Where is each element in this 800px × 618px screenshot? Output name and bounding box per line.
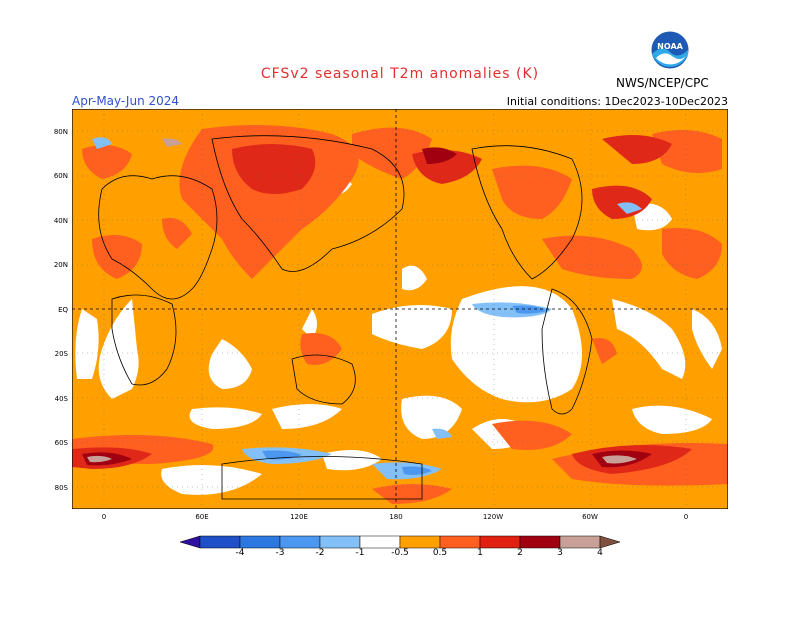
colorbar-segment <box>519 535 561 549</box>
colorbar-label: -3 <box>275 548 285 558</box>
colorbar-segment <box>399 535 441 549</box>
lat-label: 60S <box>54 439 68 447</box>
colorbar-label: 4 <box>597 548 603 558</box>
colorbar-left-arrow <box>179 535 201 549</box>
lat-label: EQ <box>58 306 68 314</box>
neutral-regions <box>75 175 722 495</box>
logo-text: NOAA <box>657 42 683 51</box>
colorbar-segment <box>199 535 241 549</box>
lat-label: 60N <box>53 172 68 180</box>
colorbar-label: -4 <box>235 548 245 558</box>
lat-label: 40S <box>54 395 68 403</box>
lat-label: 80S <box>54 484 68 492</box>
lon-label: 60E <box>195 513 209 521</box>
lat-label: 20S <box>54 350 68 358</box>
colorbar-label: -1 <box>355 548 365 558</box>
colorbar-label: 2 <box>517 548 523 558</box>
colorbar-label: -2 <box>315 548 325 558</box>
anomaly-map <box>72 109 728 509</box>
lon-label: 180 <box>389 513 403 521</box>
agency-label: NWS/NCEP/CPC <box>616 76 709 90</box>
colorbar-label: -0.5 <box>391 548 409 558</box>
colorbar-segment <box>319 535 361 549</box>
coastlines <box>98 135 593 500</box>
lat-label: 80N <box>53 128 68 136</box>
colorbar-label: 3 <box>557 548 563 558</box>
chart-title: CFSv2 seasonal T2m anomalies (K) <box>260 66 540 82</box>
colorbar-right-arrow <box>599 535 621 549</box>
max-warm-regions <box>87 138 637 464</box>
colorbar-segment <box>559 535 601 549</box>
colorbar-label: 0.5 <box>432 548 448 558</box>
season-label: Apr-May-Jun 2024 <box>72 94 180 108</box>
lon-label: 120W <box>482 513 504 521</box>
noaa-logo: NOAA <box>650 30 690 70</box>
lon-label: 120E <box>290 513 308 521</box>
colorbar-segment <box>239 535 281 549</box>
colorbar-segment <box>279 535 321 549</box>
lon-label: 0 <box>683 513 689 521</box>
graticule <box>72 109 728 509</box>
colorbar-segment <box>359 535 401 549</box>
initial-conditions-label: Initial conditions: 1Dec2023-10Dec2023 <box>506 95 728 108</box>
colorbar-segment <box>479 535 521 549</box>
colorbar-segment <box>439 535 481 549</box>
lat-label: 40N <box>53 217 68 225</box>
lat-label: 20N <box>53 261 68 269</box>
lon-label: 60W <box>582 513 598 521</box>
colorbar <box>179 535 621 549</box>
lon-label: 0 <box>101 513 107 521</box>
colorbar-label: 1 <box>477 548 483 558</box>
